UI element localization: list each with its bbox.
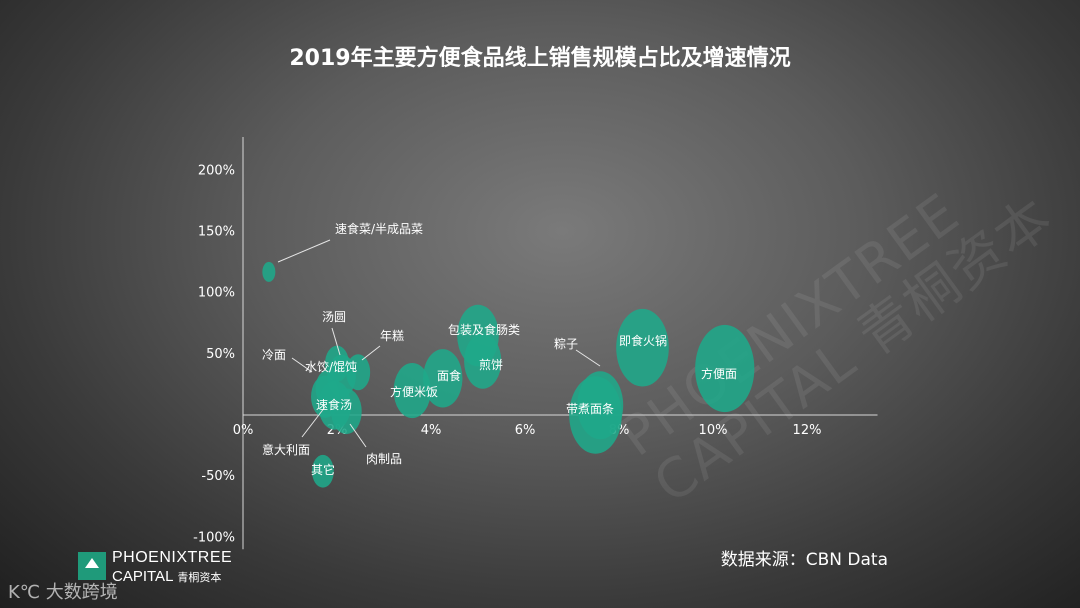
bubble-label: 带煮面条 (566, 402, 614, 416)
bubble-label: 包装及食肠类 (448, 322, 520, 337)
bubble-label: 其它 (311, 462, 335, 477)
phoenixtree-logo-icon (78, 552, 106, 580)
leader-line (277, 239, 331, 263)
bubble-速食菜/半成品菜 (262, 261, 276, 282)
leader-line (331, 327, 341, 356)
logo-capital: CAPITAL (112, 568, 174, 585)
bubble-其它 (312, 454, 334, 488)
y-tick-label: -50% (201, 469, 235, 484)
bubble-label: 肉制品 (366, 452, 402, 466)
chart-title: 2019年主要方便食品线上销售规模占比及增速情况 (289, 46, 791, 71)
logo-name2: CAPITAL 青桐资本 (112, 568, 221, 585)
bubble-即食火锅 (616, 308, 669, 387)
bubble-label: 方便面 (701, 366, 737, 381)
source-note: 数据来源：CBN Data (720, 550, 888, 570)
bubble-series (262, 261, 755, 488)
bubble-label: 煎饼 (479, 357, 503, 372)
bubble-label: 粽子 (554, 336, 578, 351)
logo-name: PHOENIXTREE (112, 549, 233, 566)
bubble-方便米饭 (393, 362, 431, 419)
y-tick-label: -100% (193, 530, 235, 545)
y-tick-label: 150% (198, 225, 235, 240)
bubble-面食 (423, 349, 463, 408)
leader-line (291, 357, 313, 373)
bubble-label: 年糕 (380, 329, 404, 343)
leader-line (349, 423, 367, 448)
bubble-label: 意大利面 (262, 442, 310, 457)
y-tick-label: 50% (206, 347, 235, 362)
bubble-label: 即食火锅 (619, 333, 667, 348)
bubble-label: 水饺/馄饨 (305, 359, 357, 374)
bubble-label: 速食汤 (316, 397, 352, 412)
bubble-label: 面食 (437, 368, 461, 383)
corner-watermark: K℃ 大数跨境 (8, 582, 118, 603)
bubble-方便面 (695, 324, 755, 413)
x-tick-label: 6% (515, 423, 536, 438)
x-tick-label: 12% (793, 423, 822, 438)
leader-line (575, 349, 601, 367)
bubble-煎饼 (464, 333, 502, 389)
bubble-label: 速食菜/半成品菜 (335, 221, 423, 236)
bubble-label: 汤圆 (322, 310, 346, 324)
x-tick-label: 4% (421, 423, 442, 438)
chart-axes: 0%2%4%6%8%10%12%200%150%100%50%-50%-100% (193, 137, 878, 550)
bubble-肉制品 (331, 388, 362, 435)
x-tick-label: 0% (233, 423, 254, 438)
bubble-带煮面条 (569, 376, 622, 454)
leader-line (301, 406, 326, 438)
logo-cn: 青桐资本 (177, 572, 222, 584)
y-tick-label: 200% (198, 163, 235, 178)
bubble-label: 方便米饭 (390, 384, 438, 399)
x-tick-label: 10% (699, 423, 728, 438)
leader-line (361, 345, 381, 361)
bubble-label: 冷面 (262, 348, 286, 362)
y-tick-label: 100% (198, 286, 235, 301)
